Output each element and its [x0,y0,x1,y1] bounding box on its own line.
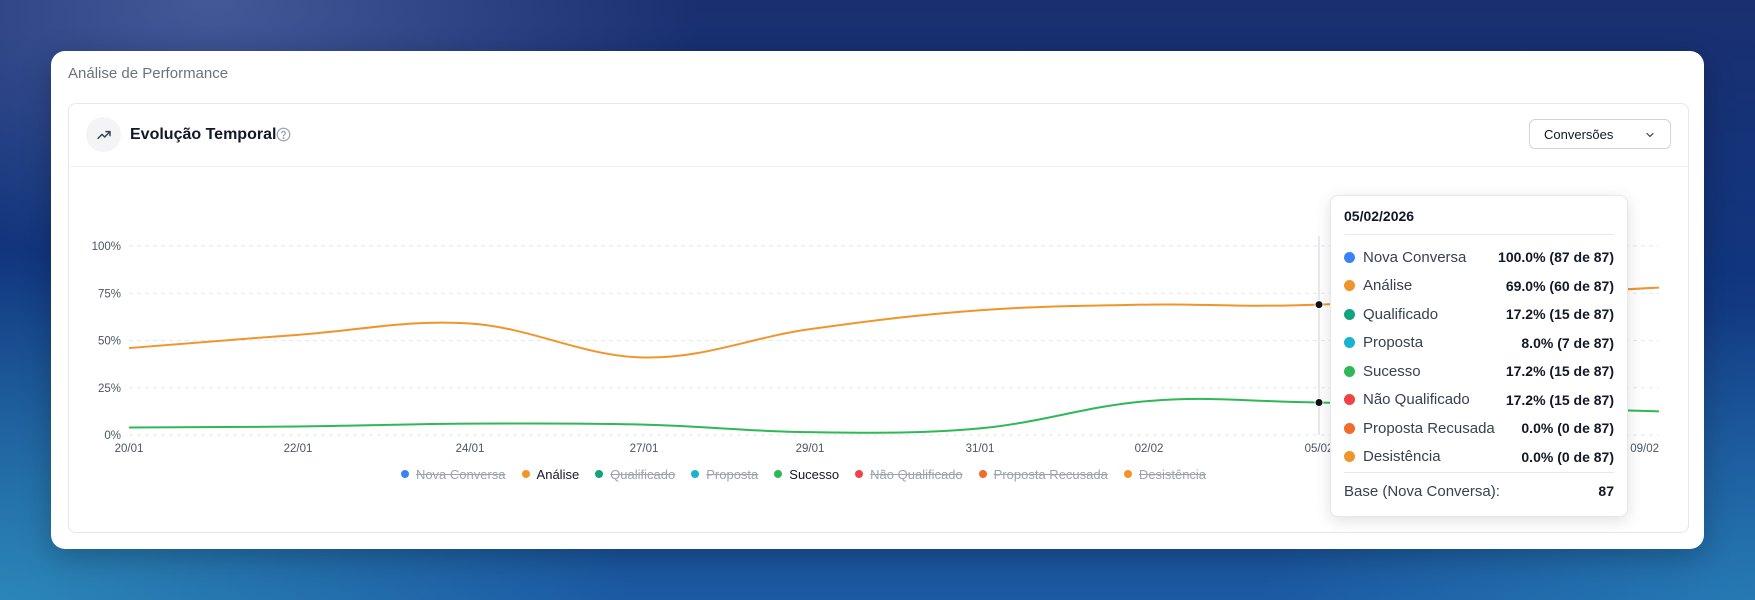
legend-label: Proposta [706,466,759,482]
tooltip-series-name: Análise [1363,277,1413,295]
chart-tooltip: 05/02/2026 Nova Conversa 100.0% (87 de 87… [1330,195,1628,517]
tooltip-footer: Base (Nova Conversa): 87 [1344,472,1614,500]
x-tick-label: 09/02 [1630,443,1659,455]
legend-item[interactable]: Sucesso [774,467,839,482]
tooltip-footer-value: 87 [1598,483,1614,499]
legend-dot [521,470,530,478]
header-divider [69,166,1688,167]
x-tick-label: 24/01 [456,443,485,455]
x-tick-label: 20/01 [115,443,144,455]
tooltip-series-value: 0.0% (0 de 87) [1521,448,1614,465]
chart-legend: Nova Conversa Análise Qualificado Proposta S… [69,464,1688,484]
y-tick-label: 50% [98,336,121,348]
tooltip-row: Qualificado 17.2% (15 de 87) [1344,300,1614,329]
card-title: Análise de Performance [68,65,229,82]
legend-item[interactable]: Proposta Recusada [978,466,1108,482]
tooltip-row: Desistência 0.0% (0 de 87) [1344,443,1614,472]
tooltip-row: Proposta Recusada 0.0% (0 de 87) [1344,414,1614,443]
y-tick-label: 75% [98,288,121,300]
x-tick-label: 31/01 [966,443,995,455]
tooltip-series-value: 0.0% (0 de 87) [1521,420,1614,437]
tooltip-series-name: Desistência [1363,448,1441,466]
x-tick-label: 22/01 [284,443,313,455]
y-tick-label: 0% [104,430,121,442]
tooltip-row: Não Qualificado 17.2% (15 de 87) [1344,386,1614,415]
tooltip-dot [1344,365,1355,377]
tooltip-dot [1344,451,1355,463]
tooltip-series-name: Proposta Recusada [1363,419,1495,437]
legend-dot [691,470,700,478]
tooltip-series-name: Não Qualificado [1363,391,1470,409]
tooltip-dot [1344,422,1355,434]
tooltip-footer-label: Base (Nova Conversa): [1344,483,1500,500]
legend-label: Desistência [1138,466,1207,482]
legend-label: Não Qualificado [870,466,963,482]
x-tick-label: 05/02 [1305,443,1334,455]
legend-dot [774,470,783,478]
legend-item[interactable]: Análise [521,466,580,482]
tooltip-dot [1344,337,1355,349]
tooltip-series-value: 69.0% (60 de 87) [1505,277,1614,294]
y-tick-label: 25% [98,383,121,395]
tooltip-row: Nova Conversa 100.0% (87 de 87) [1344,243,1614,272]
tooltip-dot [1344,280,1355,292]
metric-select[interactable]: Conversões [1529,119,1671,149]
legend-dot [978,470,987,478]
x-tick-label: 27/01 [630,443,659,455]
tooltip-series-name: Proposta [1363,334,1424,352]
x-tick-label: 02/02 [1135,443,1164,455]
trending-up-icon [96,130,111,139]
tooltip-series-name: Qualificado [1363,305,1439,323]
tooltip-row: Proposta 8.0% (7 de 87) [1344,329,1614,358]
legend-label: Análise [536,466,580,482]
tooltip-series-value: 17.2% (15 de 87) [1505,363,1614,380]
tooltip-row: Sucesso 17.2% (15 de 87) [1344,357,1614,386]
trend-badge [86,117,121,152]
legend-label: Nova Conversa [415,466,506,482]
active-point [1314,300,1324,310]
legend-dot [1123,470,1132,478]
tooltip-date: 05/02/2026 [1344,208,1415,224]
tooltip-dot [1344,308,1355,320]
legend-item[interactable]: Não Qualificado [855,467,963,482]
x-tick-label: 29/01 [796,443,825,455]
tooltip-series-value: 100.0% (87 de 87) [1498,249,1614,266]
y-tick-label: 100% [92,241,121,253]
tooltip-series-value: 8.0% (7 de 87) [1521,334,1614,351]
legend-item[interactable]: Desistência [1123,466,1207,482]
chart-title: Evolução Temporal [130,126,277,143]
metric-select-value: Conversões [1544,126,1614,142]
tooltip-series-name: Sucesso [1363,362,1421,380]
tooltip-series-value: 17.2% (15 de 87) [1505,391,1614,408]
legend-item[interactable]: Nova Conversa [400,466,506,482]
active-point [1314,397,1324,407]
legend-dot [855,470,864,478]
legend-item[interactable]: Qualificado [595,467,675,482]
legend-item[interactable]: Proposta [691,467,758,482]
tooltip-series-value: 17.2% (15 de 87) [1505,306,1614,323]
tooltip-row: Análise 69.0% (60 de 87) [1344,272,1614,301]
tooltip-dot [1344,394,1355,406]
legend-label: Sucesso [789,466,840,482]
legend-label: Qualificado [610,466,676,482]
legend-dot [595,470,604,478]
help-circle-icon[interactable] [276,127,291,142]
legend-dot [400,470,409,478]
legend-label: Proposta Recusada [993,466,1108,482]
tooltip-series-name: Nova Conversa [1363,248,1467,266]
tooltip-divider [1344,234,1614,235]
chevron-down-icon [1646,132,1654,138]
tooltip-dot [1344,251,1355,263]
